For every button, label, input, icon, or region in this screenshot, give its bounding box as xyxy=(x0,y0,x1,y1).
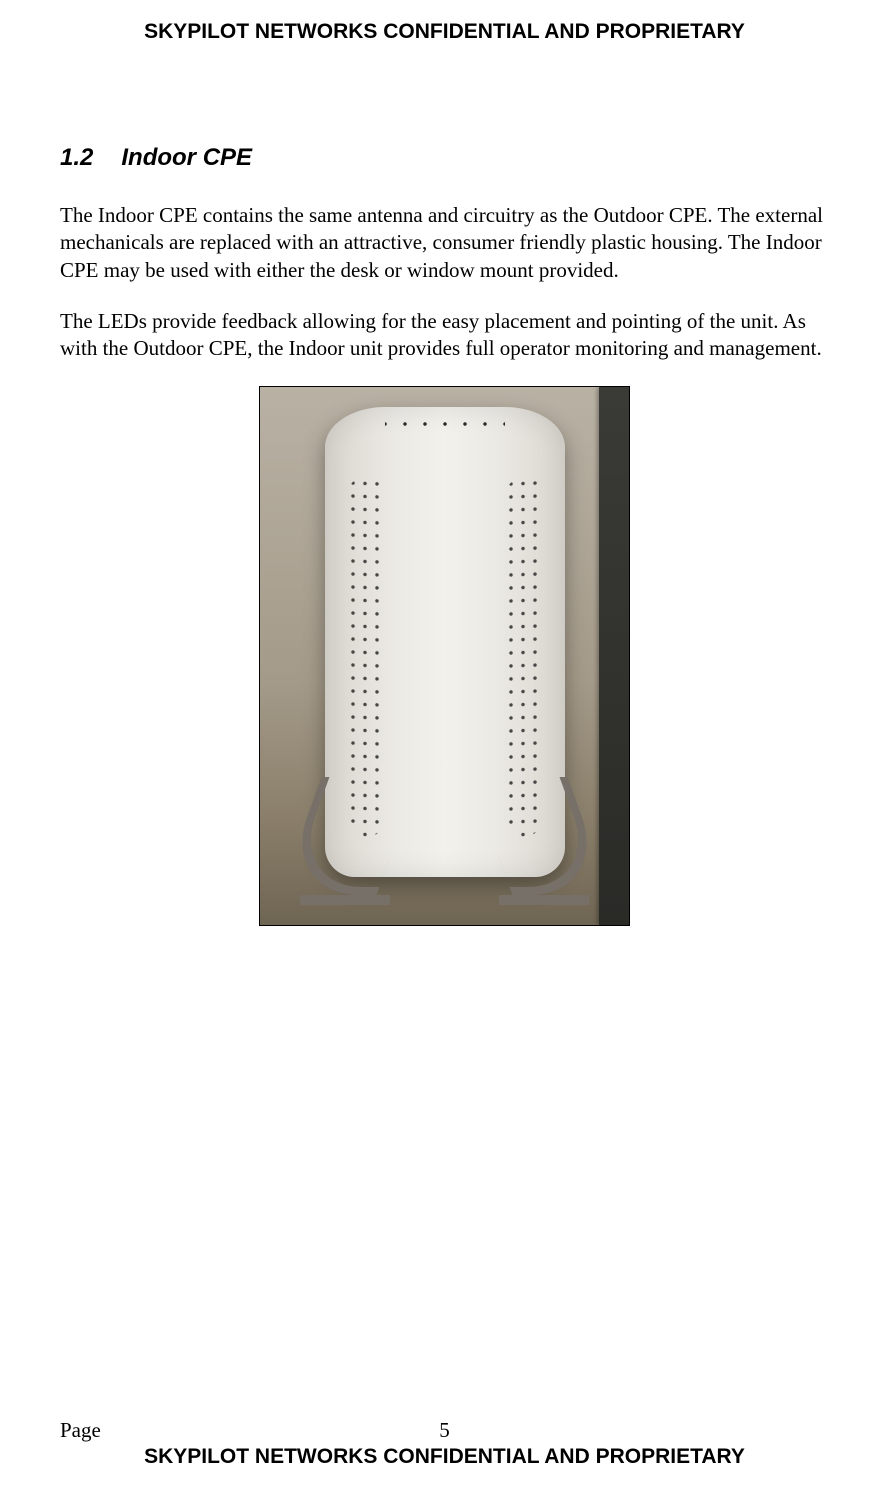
indoor-cpe-photo xyxy=(259,386,630,926)
header-confidential: SKYPILOT NETWORKS CONFIDENTIAL AND PROPR… xyxy=(60,20,829,44)
footer-confidential: SKYPILOT NETWORKS CONFIDENTIAL AND PROPR… xyxy=(60,1445,829,1469)
device-stand-right xyxy=(499,785,589,905)
footer-page-number: 5 xyxy=(439,1418,450,1443)
section-title: Indoor CPE xyxy=(121,144,252,171)
footer-page-label: Page xyxy=(60,1418,101,1443)
page-footer: Page 5 SKYPILOT NETWORKS CONFIDENTIAL AN… xyxy=(60,1418,829,1469)
section-number: 1.2 xyxy=(60,144,93,172)
photo-wall xyxy=(599,387,629,925)
figure-container xyxy=(60,386,829,926)
device-top-led-dots xyxy=(385,419,505,429)
footer-spacer xyxy=(824,1418,829,1443)
paragraph-1: The Indoor CPE contains the same antenna… xyxy=(60,202,829,284)
device-stand-left xyxy=(300,785,390,905)
section-heading: 1.2 Indoor CPE xyxy=(60,144,829,172)
paragraph-2: The LEDs provide feedback allowing for t… xyxy=(60,308,829,363)
